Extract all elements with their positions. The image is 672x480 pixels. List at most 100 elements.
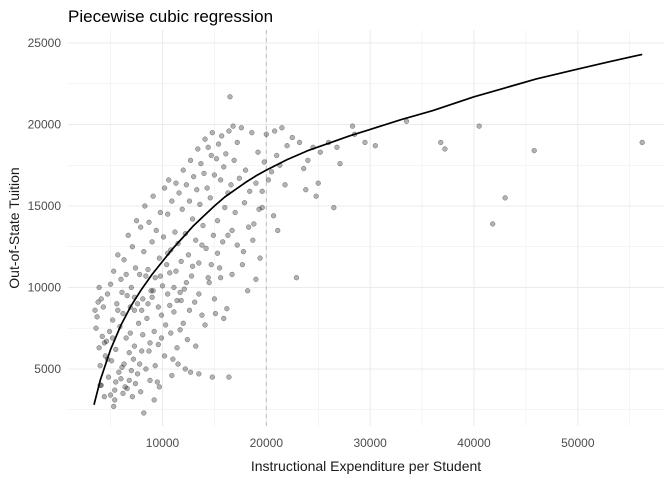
data-point bbox=[236, 175, 242, 181]
data-point bbox=[127, 330, 133, 336]
x-tick-label: 40000 bbox=[457, 436, 491, 450]
data-point bbox=[201, 170, 207, 177]
data-point bbox=[196, 371, 202, 377]
data-point bbox=[214, 218, 221, 224]
data-point bbox=[476, 123, 482, 129]
data-point bbox=[133, 218, 140, 224]
data-point bbox=[112, 387, 118, 393]
data-point bbox=[132, 265, 139, 271]
data-point bbox=[244, 288, 251, 294]
data-point bbox=[153, 227, 159, 234]
data-point bbox=[259, 188, 265, 194]
data-point bbox=[148, 288, 154, 294]
data-point bbox=[149, 294, 155, 300]
data-point bbox=[189, 216, 196, 222]
data-point bbox=[182, 366, 188, 372]
data-point bbox=[99, 333, 105, 340]
data-point bbox=[490, 221, 496, 227]
data-point bbox=[234, 139, 240, 146]
data-point bbox=[107, 392, 114, 398]
data-point bbox=[96, 284, 102, 291]
data-point bbox=[205, 144, 211, 150]
data-point bbox=[158, 312, 165, 318]
data-point bbox=[116, 369, 122, 375]
data-point bbox=[331, 204, 337, 211]
data-point bbox=[251, 221, 257, 227]
data-point bbox=[229, 271, 235, 278]
data-point bbox=[172, 229, 178, 235]
data-point bbox=[155, 304, 161, 310]
data-point bbox=[173, 268, 179, 274]
data-point bbox=[246, 224, 252, 230]
chart-title: Piecewise cubic regression bbox=[68, 7, 273, 26]
data-point bbox=[167, 270, 173, 276]
data-point bbox=[259, 204, 265, 211]
data-point bbox=[126, 377, 132, 384]
data-point bbox=[176, 190, 182, 196]
data-point bbox=[103, 338, 110, 344]
data-point bbox=[136, 361, 143, 367]
data-point bbox=[239, 262, 246, 268]
data-point bbox=[195, 146, 201, 152]
data-point bbox=[186, 198, 193, 204]
data-point bbox=[109, 317, 116, 323]
data-point bbox=[145, 266, 151, 273]
data-point bbox=[96, 345, 102, 351]
data-point bbox=[180, 167, 186, 173]
data-point bbox=[174, 297, 180, 304]
data-point bbox=[362, 139, 368, 146]
data-point bbox=[177, 289, 183, 296]
data-point bbox=[531, 147, 537, 154]
data-point bbox=[502, 195, 508, 201]
data-point bbox=[134, 371, 141, 377]
data-point bbox=[131, 343, 138, 349]
data-point bbox=[253, 180, 259, 186]
data-point bbox=[115, 252, 121, 258]
data-point bbox=[209, 374, 215, 380]
data-point bbox=[261, 159, 267, 165]
data-point bbox=[279, 125, 285, 131]
x-tick-label: 20000 bbox=[250, 436, 284, 450]
data-point bbox=[136, 271, 143, 278]
data-point bbox=[161, 353, 168, 359]
data-point bbox=[169, 198, 175, 204]
data-point bbox=[257, 255, 263, 261]
data-point bbox=[157, 209, 164, 216]
data-point bbox=[224, 306, 230, 312]
data-point bbox=[349, 123, 356, 129]
data-point bbox=[265, 177, 272, 183]
data-point bbox=[140, 332, 146, 338]
data-point bbox=[194, 187, 200, 193]
x-axis-title: Instructional Expenditure per Student bbox=[251, 458, 481, 474]
data-point bbox=[162, 322, 169, 328]
data-point bbox=[216, 265, 223, 271]
data-point bbox=[313, 193, 319, 199]
data-point bbox=[178, 297, 184, 304]
data-point bbox=[151, 397, 157, 403]
data-point bbox=[188, 273, 195, 279]
data-point bbox=[140, 296, 146, 302]
data-point bbox=[124, 292, 130, 299]
data-point bbox=[296, 139, 303, 146]
data-point bbox=[161, 185, 168, 191]
data-point bbox=[196, 260, 202, 266]
data-point bbox=[639, 139, 645, 146]
data-point bbox=[150, 193, 156, 199]
data-point bbox=[184, 336, 191, 343]
data-point bbox=[197, 201, 203, 208]
data-point bbox=[171, 284, 177, 291]
data-point bbox=[211, 296, 218, 302]
y-tick-label: 20000 bbox=[28, 118, 62, 132]
fit-curve-line bbox=[93, 53, 643, 406]
data-point bbox=[121, 257, 127, 263]
y-tick-label: 25000 bbox=[28, 36, 62, 50]
grid-major bbox=[68, 30, 664, 426]
data-point bbox=[305, 157, 311, 164]
data-point bbox=[118, 276, 124, 282]
data-point bbox=[206, 279, 212, 286]
data-point bbox=[183, 279, 190, 286]
data-point bbox=[104, 291, 111, 297]
data-point bbox=[168, 330, 174, 336]
data-point bbox=[211, 172, 218, 178]
data-point bbox=[119, 364, 125, 370]
